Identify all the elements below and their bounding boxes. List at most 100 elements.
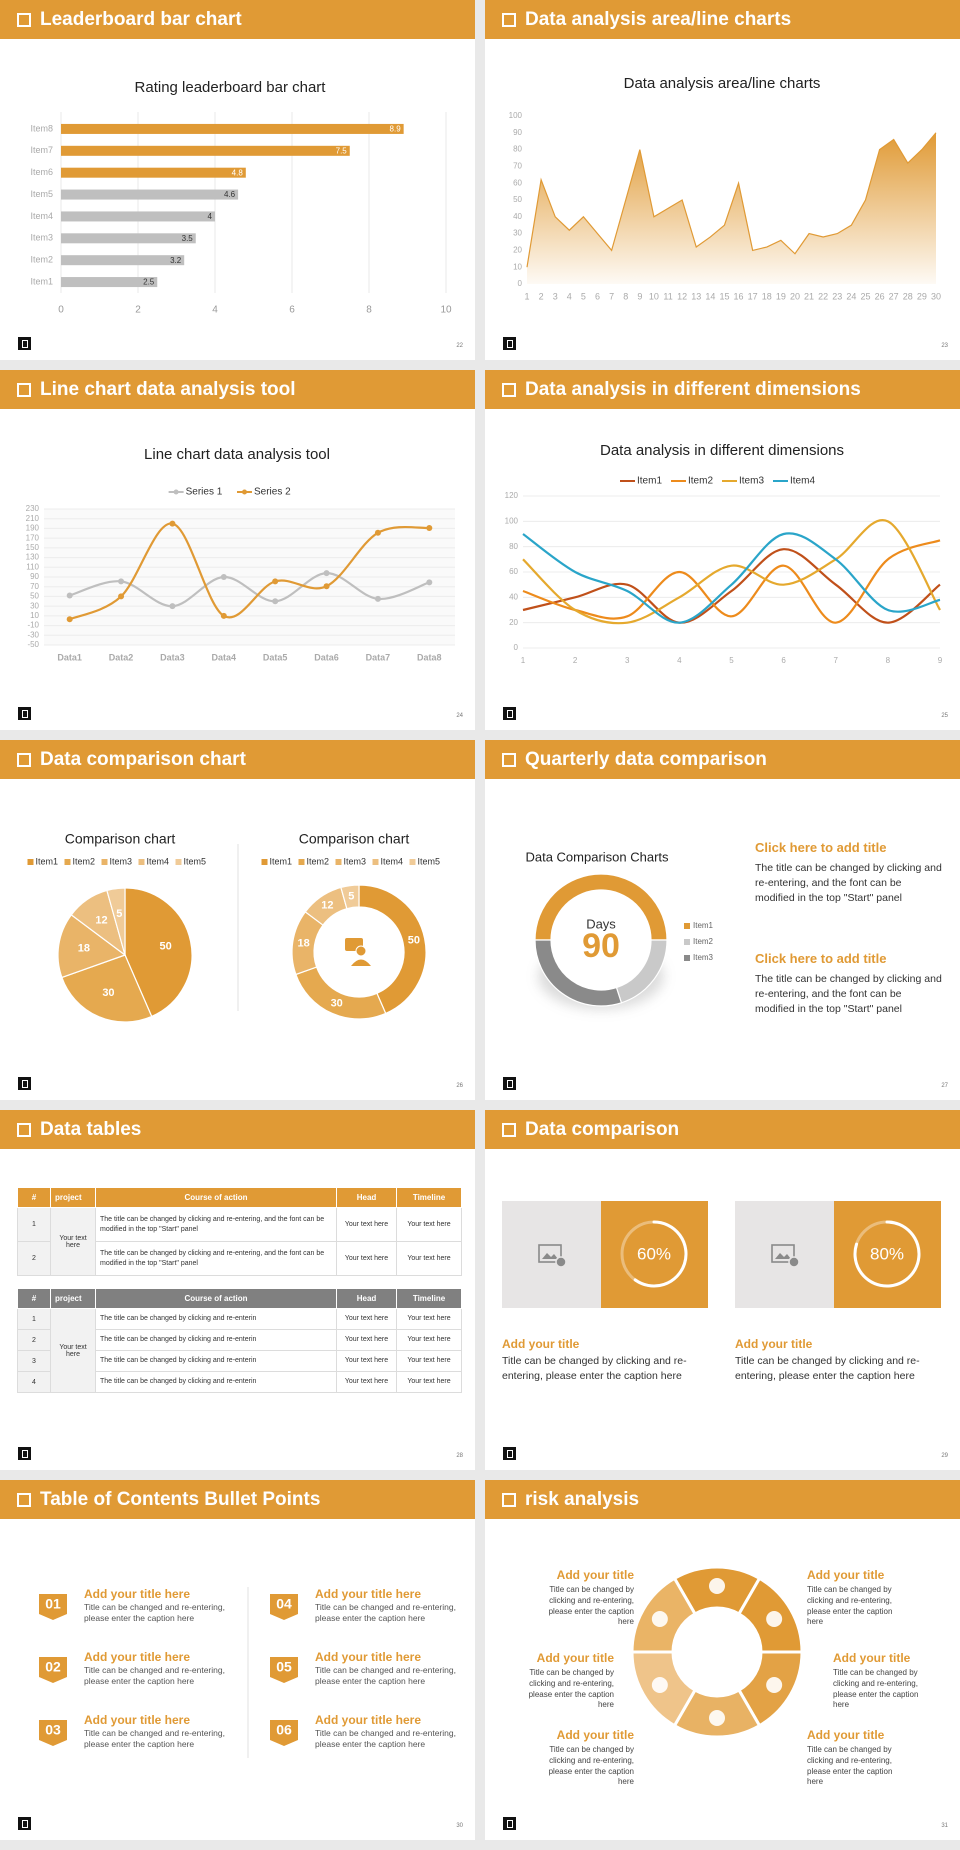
x-tick-label: 9 [938, 656, 943, 665]
y-tick-label: 40 [509, 592, 518, 601]
badge-number: 02 [45, 1659, 61, 1675]
slice [61, 954, 153, 1023]
x-tick-label: 10 [649, 291, 659, 301]
line [526, 132, 937, 268]
legend-label: Item1 [637, 476, 662, 487]
table-cell: The title can be changed by clicking and… [95, 1329, 337, 1351]
x-tick-label: 16 [734, 291, 744, 301]
slide: Data Comparison Charts Days 90 Item1 Item2 It… [485, 740, 960, 1100]
x-tick-label: Data3 [160, 652, 185, 662]
header-cell: # [17, 1187, 51, 1208]
table-cell: Your text here [336, 1371, 397, 1393]
x-tick-label: 5 [581, 291, 586, 301]
x-tick-label: 8 [886, 656, 891, 665]
x-tick-label: 19 [776, 291, 786, 301]
legend-marker [298, 859, 305, 865]
line [522, 532, 941, 624]
legend-label: Item4 [147, 856, 170, 866]
slice [358, 884, 427, 1015]
slide-header: risk analysis [485, 1480, 960, 1519]
legend-label: Item2 [73, 856, 96, 866]
slide-title: Data analysis area/line charts [525, 9, 792, 30]
item-heading: Add your title [807, 1728, 885, 1742]
badge-number: 03 [45, 1722, 61, 1738]
logo [503, 1817, 516, 1830]
y-tick-label: Item8 [30, 123, 53, 133]
legend-marker [173, 489, 179, 495]
header-cell: Timeline [396, 1288, 462, 1309]
data-label: 4.8 [232, 168, 244, 177]
y-tick-label: 30 [30, 601, 39, 610]
y-tick-label: 10 [30, 611, 39, 620]
legend-label: Item5 [184, 856, 207, 866]
x-tick-label: 2 [539, 291, 544, 301]
legend-label: Item2 [693, 937, 714, 946]
table-cell: The title can be changed by clicking and… [95, 1308, 337, 1330]
x-tick-label: 12 [677, 291, 687, 301]
point [272, 598, 279, 605]
legend-label: Item4 [790, 476, 815, 487]
slice [534, 939, 623, 1007]
data-label: 30 [331, 997, 343, 1009]
slide: risk analysis 31 Add your title Title can b… [485, 1480, 960, 1840]
header-cell: Course of action [95, 1187, 337, 1208]
y-tick-label: 20 [513, 246, 522, 255]
data-label: 12 [95, 915, 107, 927]
slide-header: Quarterly data comparison [485, 740, 960, 779]
slide-header: Data analysis area/line charts [485, 0, 960, 39]
item-text: Title can be changed by clicking and re-… [807, 1745, 893, 1787]
legend-label: Item3 [110, 856, 133, 866]
page-number: 24 [456, 713, 463, 719]
gauge-label: 80% [870, 1244, 904, 1263]
slide: 01 02 03 04 05 06 Table of Contents Bullet Poi… [0, 1480, 475, 1840]
logo [18, 337, 31, 350]
logo-mark [22, 1450, 28, 1458]
header-row: # project Course of action Head Timeline [17, 1288, 462, 1309]
x-tick-label: 13 [691, 291, 701, 301]
x-tick-label: 6 [781, 656, 786, 665]
point [426, 579, 433, 586]
header-cell: Course of action [95, 1288, 337, 1309]
slice [340, 884, 360, 910]
table-cell: Your text here [396, 1329, 462, 1351]
logo-mark [22, 1080, 28, 1088]
item-text: Title can be changed and re-entering, pl… [84, 1602, 225, 1624]
y-tick-label: 100 [509, 111, 523, 120]
y-tick-label: 80 [509, 542, 518, 551]
item-text: Title can be changed and re-entering, pl… [315, 1602, 456, 1624]
cycle-icon [709, 1578, 725, 1594]
logo-mark [507, 1450, 513, 1458]
image-icon [542, 1253, 558, 1259]
x-tick-label: Data4 [212, 652, 237, 662]
y-tick-label: 70 [513, 162, 522, 171]
logo [18, 1447, 31, 1460]
slice [106, 887, 126, 956]
item-heading: Add your title [833, 1651, 911, 1665]
logo [18, 707, 31, 720]
legend-marker [27, 859, 34, 865]
legend-marker [409, 859, 416, 865]
x-tick-label: 28 [903, 291, 913, 301]
slide-header: Data analysis in different dimensions [485, 370, 960, 409]
header-icon [502, 1493, 516, 1507]
legend-marker [684, 939, 690, 945]
slide: Data tables 28 # project Course of action Hea… [0, 1110, 475, 1470]
slide-canvas: Comparison chart 50 30 18 12 5 Item1 Item2 Item3… [27, 831, 440, 1023]
point [169, 520, 176, 527]
x-tick-label: Data1 [57, 652, 82, 662]
card-text: Title can be changed by clicking and re-… [735, 1355, 920, 1382]
slide-canvas: Rating leaderboard bar chart 0 2 4 6 8 10 Item1… [30, 79, 452, 316]
data-label: 18 [298, 938, 310, 950]
logo-mark [507, 1820, 513, 1828]
x-tick-label: 29 [917, 291, 927, 301]
badge-number: 06 [276, 1722, 292, 1738]
number-badge [270, 1594, 298, 1620]
legend-label: Series 1 [186, 487, 223, 498]
x-tick-label: 9 [637, 291, 642, 301]
header-cell: Head [336, 1187, 397, 1208]
bar [61, 167, 246, 178]
x-tick-label: Data7 [366, 652, 391, 662]
item-text: Title can be changed by clicking and re-… [833, 1668, 919, 1710]
logo [503, 1077, 516, 1090]
